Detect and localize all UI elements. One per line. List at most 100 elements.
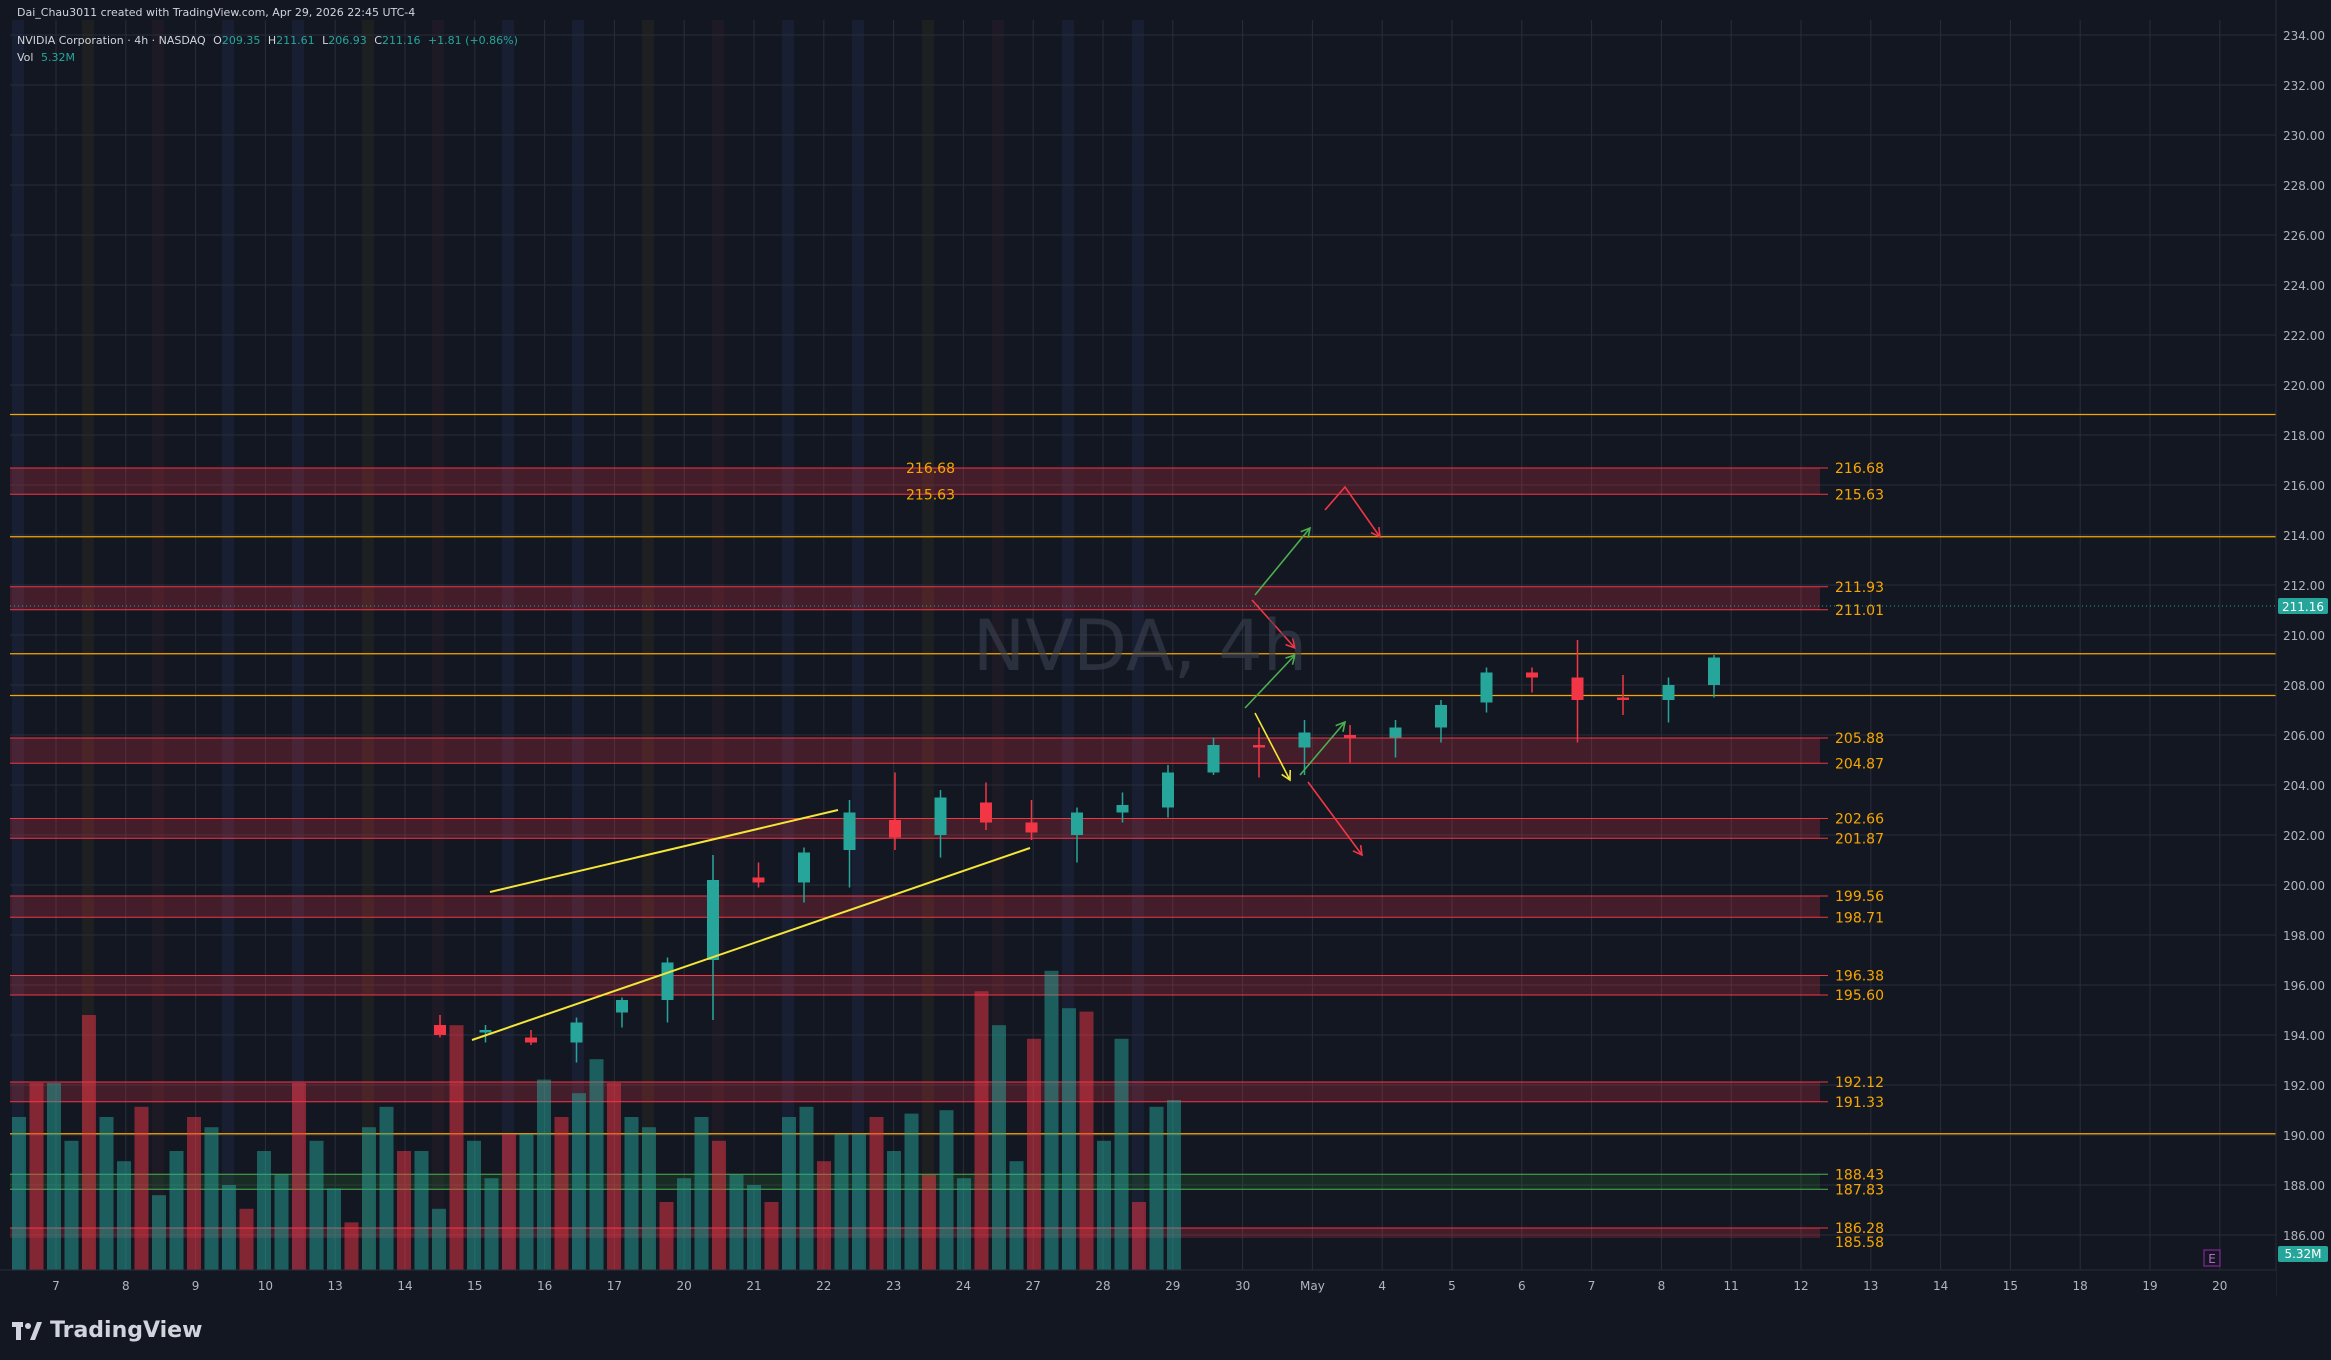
low-value: 206.93 [328, 34, 367, 47]
price-tick-label: 230.00 [2283, 129, 2325, 143]
volume-bar [887, 1151, 901, 1270]
low-label: L [322, 34, 329, 47]
price-tick-label: 186.00 [2283, 1229, 2325, 1243]
volume-bar [694, 1117, 709, 1270]
candle-body [889, 820, 901, 838]
price-tick-label: 206.00 [2283, 729, 2325, 743]
candle-body [1571, 677, 1584, 700]
last-price-badge [2278, 598, 2328, 614]
creator-text: Dai_Chau3011 created with TradingView.co… [17, 6, 416, 19]
time-tick-label: May [1300, 1279, 1325, 1293]
time-tick-label: 10 [258, 1279, 273, 1293]
volume-bar [257, 1151, 271, 1270]
volume-badge [2278, 1246, 2328, 1262]
volume-bar [414, 1151, 429, 1270]
volume-bar [1132, 1202, 1146, 1270]
volume-badge-text: 5.32M [2284, 1247, 2321, 1261]
session-stripe [852, 20, 864, 1270]
session-stripe [992, 20, 1004, 1270]
price-tick-label: 202.00 [2283, 829, 2325, 843]
yellow-arrow [1254, 712, 1291, 781]
volume-bar [904, 1113, 919, 1270]
volume-bar [502, 1134, 516, 1270]
zone-bottom-label: 211.01 [1835, 603, 1884, 619]
zone-top-label: 196.38 [1835, 969, 1884, 985]
candle-body [1708, 657, 1720, 685]
volume-bar [922, 1174, 936, 1270]
session-stripe [642, 20, 654, 1270]
bull-arrow-mid-head [1285, 653, 1297, 665]
zone-band [10, 586, 1820, 610]
time-tick-label: 15 [2003, 1279, 2018, 1293]
time-tick-label: 21 [746, 1279, 761, 1293]
price-tick-label: 192.00 [2283, 1079, 2325, 1093]
volume-bar [169, 1151, 184, 1270]
zone-top-label: 199.56 [1835, 889, 1884, 905]
price-tick-label: 214.00 [2283, 529, 2325, 543]
bear-arrow-top-head [1370, 526, 1381, 539]
volume-bar [362, 1127, 376, 1270]
session-stripes [12, 20, 1144, 1270]
session-stripe [1132, 20, 1144, 1270]
volume-bar [274, 1174, 289, 1270]
zone-top-label: 188.43 [1835, 1167, 1884, 1183]
bull-arrow-head [1300, 526, 1312, 538]
symbol-watermark: NVDA, 4h [973, 605, 1307, 687]
time-tick-label: 14 [397, 1279, 412, 1293]
earnings-event-text: E [2208, 1252, 2216, 1266]
zone-left-label: 216.68 [906, 461, 955, 477]
session-stripe [572, 20, 584, 1270]
candle-body [1298, 732, 1311, 748]
time-tick-label: 12 [1793, 1279, 1808, 1293]
candle-body [616, 1000, 628, 1013]
volume-bar [1044, 970, 1059, 1270]
volume-bar [379, 1106, 394, 1270]
volume-bar [187, 1117, 201, 1270]
volume-bar [292, 1083, 306, 1270]
bear-arrow-low [1307, 781, 1363, 856]
price-tick-label: 234.00 [2283, 29, 2325, 43]
session-stripe [1062, 20, 1074, 1270]
tradingview-logo[interactable]: TradingView [12, 1318, 202, 1343]
volume-bar [1062, 1008, 1076, 1270]
volume-bar [939, 1110, 954, 1270]
price-tick-label: 196.00 [2283, 979, 2325, 993]
candle-body [1071, 812, 1083, 835]
volume-bar [222, 1185, 236, 1270]
candle-body [1480, 672, 1493, 703]
price-tick-label: 194.00 [2283, 1029, 2325, 1043]
candle-body [980, 802, 992, 823]
candle-body [1617, 697, 1629, 700]
price-tick-label: 228.00 [2283, 179, 2325, 193]
price-tick-label: 210.00 [2283, 629, 2325, 643]
candle-body [570, 1022, 583, 1043]
candle-body [1162, 772, 1174, 808]
symbol-text: NVIDIA Corporation · 4h · NASDAQ [17, 34, 206, 47]
price-tick-label: 204.00 [2283, 779, 2325, 793]
candle-body [1253, 745, 1265, 748]
price-tick-label: 188.00 [2283, 1179, 2325, 1193]
zone-bottom-label: 195.60 [1835, 988, 1884, 1004]
volume-bar [957, 1178, 971, 1270]
volume-bar [992, 1025, 1006, 1270]
session-stripe [922, 20, 934, 1270]
volume-bar [624, 1117, 639, 1270]
zone-bottom-label: 204.87 [1835, 756, 1884, 772]
ohlc-legend: NVIDIA Corporation · 4h · NASDAQ O209.35… [17, 34, 522, 47]
volume-legend: Vol 5.32M [17, 51, 79, 64]
bear-arrow-mid-head [1285, 638, 1297, 650]
session-stripe [502, 20, 514, 1270]
candle-body [1662, 685, 1675, 700]
volume-bar [1114, 1038, 1129, 1270]
price-tick-label: 216.00 [2283, 479, 2325, 493]
volume-bar [589, 1059, 604, 1270]
session-stripe [222, 20, 234, 1270]
zone-top-label: 216.68 [1835, 461, 1884, 477]
price-tick-label: 208.00 [2283, 679, 2325, 693]
volume-bar [799, 1106, 814, 1270]
zone-top-label: 211.93 [1835, 580, 1884, 596]
volume-bar [607, 1083, 621, 1270]
volume-bar [537, 1079, 551, 1270]
